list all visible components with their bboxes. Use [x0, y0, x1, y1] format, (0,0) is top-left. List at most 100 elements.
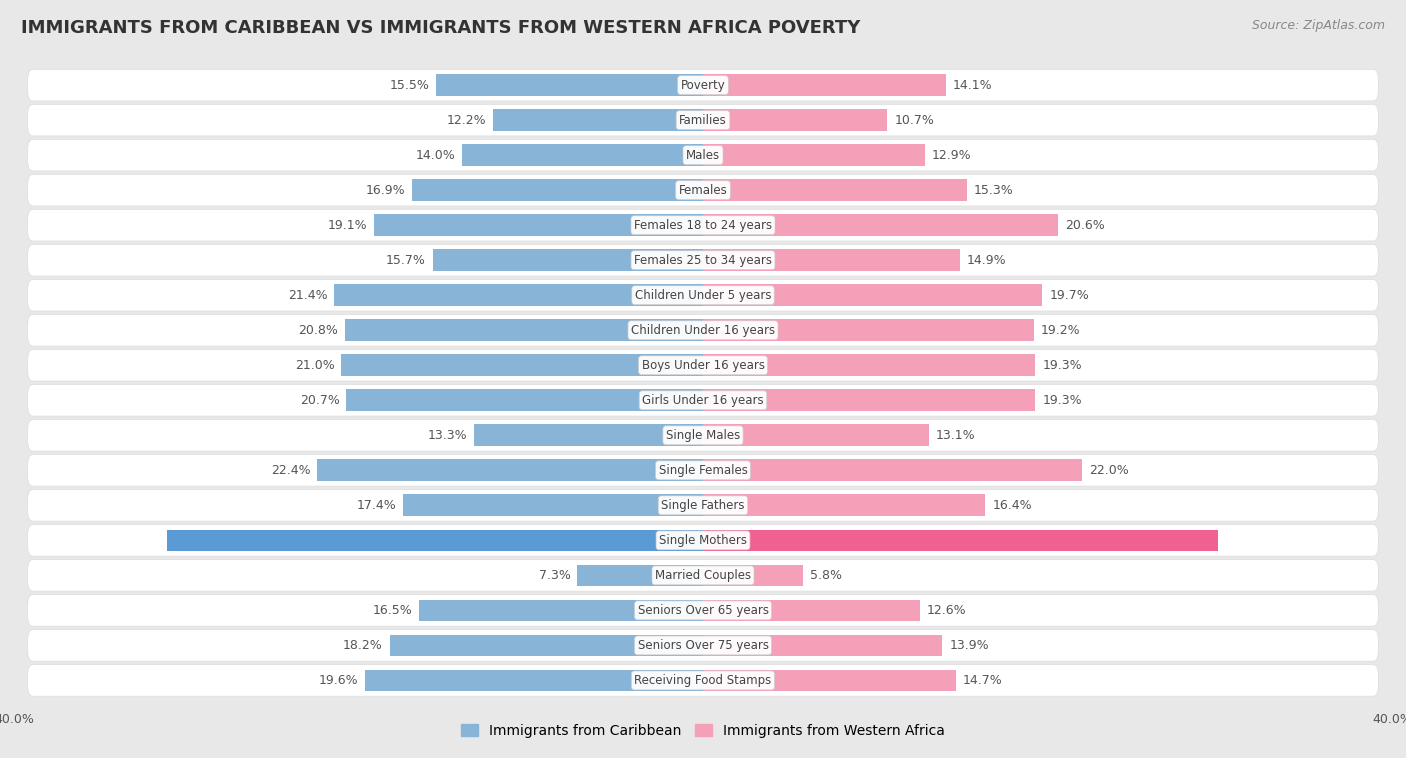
Legend: Immigrants from Caribbean, Immigrants from Western Africa: Immigrants from Caribbean, Immigrants fr…	[456, 718, 950, 743]
FancyBboxPatch shape	[28, 280, 1378, 311]
Text: 19.2%: 19.2%	[1040, 324, 1080, 337]
FancyBboxPatch shape	[28, 209, 1378, 241]
Text: Girls Under 16 years: Girls Under 16 years	[643, 394, 763, 407]
Text: Females 25 to 34 years: Females 25 to 34 years	[634, 254, 772, 267]
Bar	[346, 390, 703, 411]
Text: 19.1%: 19.1%	[328, 219, 367, 232]
Text: Single Mothers: Single Mothers	[659, 534, 747, 547]
Bar	[703, 494, 986, 516]
Text: Single Males: Single Males	[666, 429, 740, 442]
Text: 14.9%: 14.9%	[966, 254, 1007, 267]
Text: 19.3%: 19.3%	[1042, 359, 1083, 371]
Text: Children Under 5 years: Children Under 5 years	[634, 289, 772, 302]
Text: 18.2%: 18.2%	[343, 639, 382, 652]
Bar	[703, 424, 928, 446]
Bar	[419, 600, 703, 622]
Bar	[474, 424, 703, 446]
Bar	[389, 634, 703, 656]
Text: Families: Families	[679, 114, 727, 127]
Text: 16.9%: 16.9%	[366, 183, 405, 196]
Text: 13.3%: 13.3%	[427, 429, 467, 442]
Text: 15.5%: 15.5%	[389, 79, 429, 92]
Text: Boys Under 16 years: Boys Under 16 years	[641, 359, 765, 371]
Text: Married Couples: Married Couples	[655, 569, 751, 582]
Bar	[342, 355, 703, 376]
Bar	[494, 109, 703, 131]
Text: 19.3%: 19.3%	[1042, 394, 1083, 407]
Text: Single Females: Single Females	[658, 464, 748, 477]
Text: 15.7%: 15.7%	[385, 254, 426, 267]
Bar	[335, 284, 703, 306]
Bar	[703, 669, 956, 691]
FancyBboxPatch shape	[28, 315, 1378, 346]
Text: Males: Males	[686, 149, 720, 161]
FancyBboxPatch shape	[28, 525, 1378, 556]
FancyBboxPatch shape	[28, 174, 1378, 206]
Bar	[703, 530, 1218, 551]
Text: 20.6%: 20.6%	[1064, 219, 1105, 232]
Text: 14.1%: 14.1%	[953, 79, 993, 92]
Bar	[404, 494, 703, 516]
Bar	[703, 459, 1083, 481]
Text: 14.0%: 14.0%	[415, 149, 456, 161]
Text: 20.7%: 20.7%	[299, 394, 340, 407]
FancyBboxPatch shape	[28, 105, 1378, 136]
Bar	[703, 565, 803, 586]
Bar	[412, 180, 703, 201]
Bar	[433, 249, 703, 271]
Bar	[366, 669, 703, 691]
FancyBboxPatch shape	[28, 384, 1378, 416]
FancyBboxPatch shape	[28, 455, 1378, 486]
Text: 12.2%: 12.2%	[446, 114, 486, 127]
Text: 7.3%: 7.3%	[538, 569, 571, 582]
Bar	[703, 144, 925, 166]
Text: 13.9%: 13.9%	[949, 639, 988, 652]
Bar	[344, 319, 703, 341]
Text: Seniors Over 75 years: Seniors Over 75 years	[637, 639, 769, 652]
Bar	[703, 249, 960, 271]
Text: 22.0%: 22.0%	[1088, 464, 1129, 477]
Bar	[703, 74, 946, 96]
Bar	[578, 565, 703, 586]
Text: 13.1%: 13.1%	[935, 429, 976, 442]
Text: 31.1%: 31.1%	[121, 534, 160, 547]
Text: 19.6%: 19.6%	[319, 674, 359, 687]
Text: 20.8%: 20.8%	[298, 324, 337, 337]
Text: 21.0%: 21.0%	[295, 359, 335, 371]
Text: Seniors Over 65 years: Seniors Over 65 years	[637, 604, 769, 617]
FancyBboxPatch shape	[28, 630, 1378, 661]
Text: 12.9%: 12.9%	[932, 149, 972, 161]
Text: Source: ZipAtlas.com: Source: ZipAtlas.com	[1251, 19, 1385, 32]
Text: Females 18 to 24 years: Females 18 to 24 years	[634, 219, 772, 232]
Text: 16.4%: 16.4%	[993, 499, 1032, 512]
Bar	[703, 355, 1035, 376]
Bar	[703, 284, 1042, 306]
Bar	[703, 109, 887, 131]
Text: 21.4%: 21.4%	[288, 289, 328, 302]
FancyBboxPatch shape	[28, 665, 1378, 696]
Text: 19.7%: 19.7%	[1049, 289, 1088, 302]
FancyBboxPatch shape	[28, 420, 1378, 451]
Bar	[318, 459, 703, 481]
Bar	[374, 215, 703, 236]
Text: 22.4%: 22.4%	[271, 464, 311, 477]
Text: Poverty: Poverty	[681, 79, 725, 92]
Bar	[167, 530, 703, 551]
FancyBboxPatch shape	[28, 245, 1378, 276]
Bar	[461, 144, 703, 166]
Text: Children Under 16 years: Children Under 16 years	[631, 324, 775, 337]
FancyBboxPatch shape	[28, 594, 1378, 626]
Bar	[703, 600, 920, 622]
Bar	[703, 215, 1057, 236]
Bar	[436, 74, 703, 96]
Text: Single Fathers: Single Fathers	[661, 499, 745, 512]
Text: 10.7%: 10.7%	[894, 114, 934, 127]
Text: IMMIGRANTS FROM CARIBBEAN VS IMMIGRANTS FROM WESTERN AFRICA POVERTY: IMMIGRANTS FROM CARIBBEAN VS IMMIGRANTS …	[21, 19, 860, 37]
Bar	[703, 634, 942, 656]
Bar	[703, 180, 966, 201]
Bar	[703, 390, 1035, 411]
Text: 17.4%: 17.4%	[357, 499, 396, 512]
FancyBboxPatch shape	[28, 490, 1378, 521]
Text: 14.7%: 14.7%	[963, 674, 1002, 687]
FancyBboxPatch shape	[28, 349, 1378, 381]
